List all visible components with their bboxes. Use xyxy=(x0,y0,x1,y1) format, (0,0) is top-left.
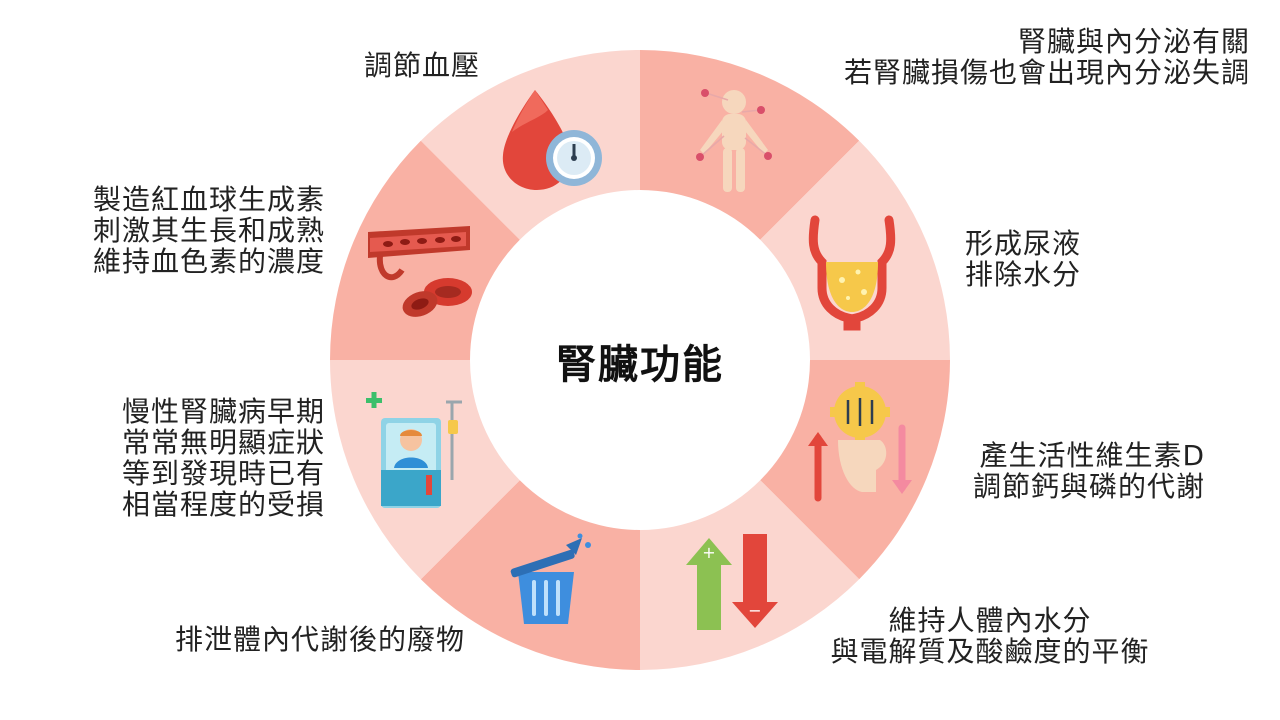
label-line: 若腎臟損傷也會出現內分泌失調 xyxy=(843,56,1250,89)
gear-head-arrows-icon xyxy=(808,382,912,502)
label-line: 等到發現時已有 xyxy=(121,457,325,490)
label-line: 相當程度的受損 xyxy=(121,488,325,521)
label-line: 腎臟與內分泌有關 xyxy=(1017,25,1250,58)
label-ckd-warning: 慢性腎臟病早期 常常無明顯症狀 等到發現時已有 相當程度的受損 xyxy=(80,396,325,520)
bladder-icon xyxy=(808,215,896,331)
label-line: 慢性腎臟病早期 xyxy=(121,395,325,428)
blood-vessel-cells-icon xyxy=(368,226,472,317)
label-line: 常常無明顯症狀 xyxy=(121,426,325,459)
label-line: 與電解質及酸鹼度的平衡 xyxy=(830,635,1150,668)
blood-pressure-gauge-icon xyxy=(502,90,602,190)
label-line: 製造紅血球生成素 xyxy=(92,183,325,216)
label-waste: 排泄體內代謝後的廢物 xyxy=(130,624,465,655)
label-urine: 形成尿液 排除水分 xyxy=(965,228,1165,290)
svg-text:+: + xyxy=(702,543,715,562)
label-blood-pressure: 調節血壓 xyxy=(330,50,480,81)
label-balance: 維持人體內水分 與電解質及酸鹼度的平衡 xyxy=(800,605,1180,667)
trash-bin-icon xyxy=(510,533,591,624)
label-line: 維持血色素的濃度 xyxy=(92,245,325,278)
up-down-arrows-icon: + − xyxy=(686,534,778,630)
human-body-icon xyxy=(696,89,772,192)
label-line: 維持人體內水分 xyxy=(888,604,1092,637)
label-erythropoietin: 製造紅血球生成素 刺激其生長和成熟 維持血色素的濃度 xyxy=(50,184,325,277)
label-line: 調節血壓 xyxy=(363,49,480,82)
segment-ne xyxy=(640,50,860,240)
diagram-title: 腎臟功能 xyxy=(556,342,724,388)
label-line: 排除水分 xyxy=(965,258,1082,291)
label-line: 刺激其生長和成熟 xyxy=(92,214,325,247)
hospital-bed-patient-icon xyxy=(366,392,462,508)
segment-e-upper xyxy=(760,140,950,360)
label-line: 產生活性維生素D xyxy=(979,439,1205,472)
svg-text:−: − xyxy=(748,601,761,620)
label-line: 形成尿液 xyxy=(965,227,1082,260)
label-line: 排泄體內代謝後的廢物 xyxy=(174,623,465,656)
label-vitamin-d: 產生活性維生素D 調節鈣與磷的代謝 xyxy=(930,440,1205,502)
label-endocrine: 腎臟與內分泌有關 若腎臟損傷也會出現內分泌失調 xyxy=(790,26,1250,88)
label-line: 調節鈣與磷的代謝 xyxy=(972,470,1205,503)
